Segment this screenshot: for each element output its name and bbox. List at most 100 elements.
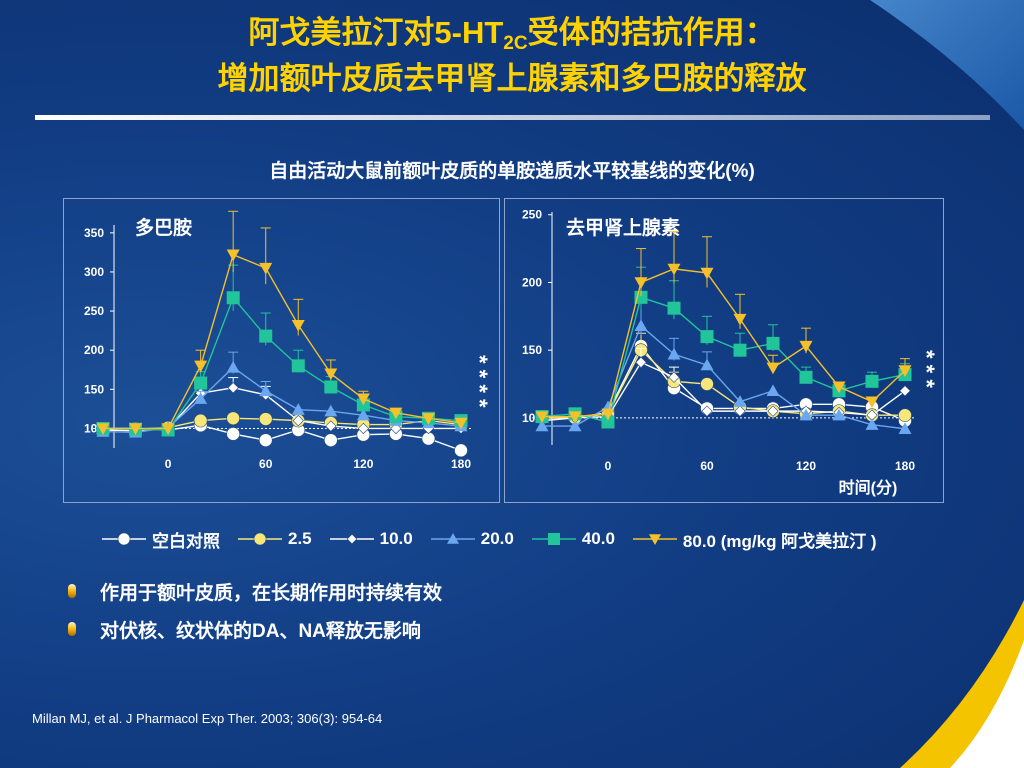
legend-marker xyxy=(238,532,282,546)
x-tick-label: 120 xyxy=(796,459,816,473)
legend-marker xyxy=(531,533,576,545)
title-divider xyxy=(35,115,990,120)
data-point xyxy=(865,396,879,409)
legend-marker xyxy=(632,534,677,545)
legend-symbol xyxy=(547,533,560,545)
title-part-a: 阿戈美拉汀对5-HT xyxy=(248,15,504,50)
data-point xyxy=(357,422,369,435)
data-point xyxy=(865,418,879,430)
data-point xyxy=(799,370,813,384)
legend-label: 10.0 xyxy=(379,529,413,548)
data-point xyxy=(667,347,681,360)
data-point xyxy=(733,313,747,326)
data-point xyxy=(601,415,615,429)
dopamine-panel xyxy=(63,198,500,503)
data-point xyxy=(258,433,273,447)
bullet-list: 作用于额叶皮质，在长期作用时持续有效 对伏核、纹状体的DA、NA释放无影响 xyxy=(68,572,442,648)
bullet-item: 对伏核、纹状体的DA、NA释放无影响 xyxy=(68,610,442,648)
data-point xyxy=(832,408,846,421)
bullet-icon xyxy=(68,622,76,636)
data-point xyxy=(291,403,305,415)
data-point xyxy=(226,291,240,305)
data-point xyxy=(194,376,208,390)
legend-marker xyxy=(430,533,475,544)
data-point xyxy=(226,249,240,262)
data-point xyxy=(634,277,648,289)
noradrenaline-significance: * * * xyxy=(914,350,939,388)
data-point xyxy=(700,267,714,280)
page-title: 阿戈美拉汀对5-HT2C受体的拮抗作用： xyxy=(0,14,1024,63)
legend-item: 2.5 xyxy=(236,529,322,549)
data-point xyxy=(601,408,615,421)
panel-title: 多巴胺 xyxy=(135,216,192,239)
data-point xyxy=(324,404,338,417)
title-subscript: 2C xyxy=(503,33,528,54)
data-point xyxy=(733,395,747,407)
data-point xyxy=(227,382,239,394)
y-tick-label: 200 xyxy=(522,275,542,289)
legend-item: 20.0 xyxy=(429,529,524,549)
data-point xyxy=(634,319,648,331)
x-tick-label: 60 xyxy=(700,459,714,473)
data-point xyxy=(700,330,714,344)
data-point xyxy=(865,374,879,388)
data-point xyxy=(454,417,468,430)
series-line xyxy=(102,387,461,432)
data-point xyxy=(700,358,714,371)
data-point xyxy=(96,423,110,435)
data-point xyxy=(226,427,240,441)
data-point xyxy=(898,422,912,434)
data-point xyxy=(734,405,746,417)
data-point xyxy=(701,405,713,417)
data-point xyxy=(129,423,143,435)
bullet-icon xyxy=(68,584,76,598)
data-point xyxy=(390,422,402,435)
y-tick-label: 150 xyxy=(522,343,542,357)
legend-symbol xyxy=(648,534,661,545)
legend-symbol xyxy=(446,533,459,544)
data-point xyxy=(635,356,647,368)
series-line xyxy=(542,268,906,418)
y-tick-label: 350 xyxy=(84,226,104,240)
reference-citation: Millan MJ, et al. J Pharmacol Exp Ther. … xyxy=(32,711,383,726)
data-point xyxy=(799,340,813,353)
series-line xyxy=(102,296,462,431)
data-point xyxy=(898,365,912,377)
legend-item: 空白对照 xyxy=(100,527,230,552)
data-point xyxy=(568,419,582,432)
dopamine-significance: * * * * xyxy=(467,355,492,408)
data-point xyxy=(535,411,549,424)
data-point xyxy=(535,419,549,432)
y-tick-label: 250 xyxy=(522,208,542,222)
data-point xyxy=(356,408,370,421)
x-axis-label: 时间(分) xyxy=(839,478,898,497)
legend-label: 40.0 xyxy=(581,529,615,548)
legend-item: 80.0 (mg/kg 阿戈美拉汀 ) xyxy=(631,527,887,552)
bullet-item: 作用于额叶皮质，在长期作用时持续有效 xyxy=(68,572,442,610)
data-point xyxy=(193,413,208,428)
data-point xyxy=(766,336,780,350)
data-point xyxy=(389,407,403,420)
legend-label: 空白对照 xyxy=(152,531,220,551)
data-point xyxy=(291,319,305,332)
series-line xyxy=(103,253,462,430)
y-tick-label: 150 xyxy=(84,382,104,396)
data-point xyxy=(898,408,912,422)
series-line xyxy=(102,417,462,430)
x-tick-label: 0 xyxy=(605,459,612,473)
legend-symbol xyxy=(117,532,131,546)
data-point xyxy=(325,420,337,432)
data-point xyxy=(667,301,681,315)
data-point xyxy=(832,381,846,394)
y-tick-label: 300 xyxy=(84,265,104,279)
data-point xyxy=(899,385,911,397)
legend-label: 20.0 xyxy=(480,529,514,548)
data-point xyxy=(226,360,240,373)
legend-marker xyxy=(102,532,146,546)
data-point xyxy=(161,423,175,435)
data-point xyxy=(568,411,582,424)
